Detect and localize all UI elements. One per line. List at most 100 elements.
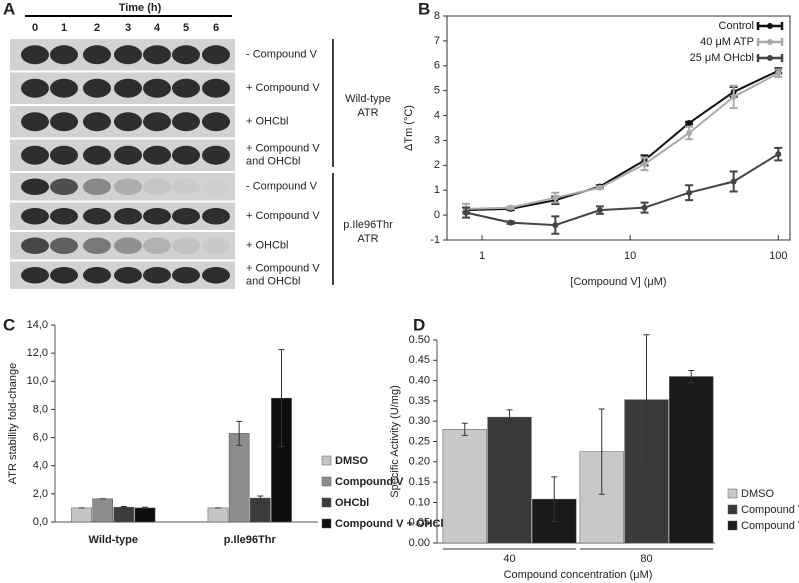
blot-band xyxy=(172,179,200,196)
y-tick-label: 0,0 xyxy=(33,516,48,528)
y-axis-label: ATR stability fold-change xyxy=(7,363,19,484)
legend-label: 25 μM OHcbl xyxy=(690,52,754,64)
blot-band xyxy=(50,237,78,254)
row-label: + Compound V xyxy=(246,143,320,155)
lane-label: 4 xyxy=(154,22,161,34)
point xyxy=(730,93,737,100)
bar xyxy=(250,497,271,523)
blot-band xyxy=(114,178,142,195)
blot-band xyxy=(83,112,111,132)
blot-band xyxy=(21,178,49,195)
y-tick-label: 8,0 xyxy=(33,403,48,415)
point xyxy=(507,219,514,226)
blot-band xyxy=(143,112,171,132)
blot-band xyxy=(143,45,171,65)
legend-label: Compound V xyxy=(335,476,404,488)
legend-swatch xyxy=(727,520,738,531)
x-tick-label: 100 xyxy=(769,250,787,262)
blot-band xyxy=(202,208,230,225)
point xyxy=(552,222,559,229)
x-tick-label: 1 xyxy=(479,250,485,262)
blot-band xyxy=(143,267,171,284)
panel-label: A xyxy=(3,0,15,18)
lane-label: 3 xyxy=(125,22,131,34)
blot-band xyxy=(21,267,49,284)
bar xyxy=(228,433,250,523)
blot-band xyxy=(172,78,200,98)
blot-band xyxy=(172,145,200,165)
legend-swatch xyxy=(727,504,738,515)
y-tick-label: 0.45 xyxy=(409,354,430,366)
error-bar xyxy=(688,369,695,384)
y-tick-label: -1 xyxy=(430,234,440,246)
row-label: + OHCbl xyxy=(246,240,289,252)
blot-band xyxy=(50,267,78,284)
blot-band xyxy=(202,237,230,254)
point xyxy=(730,178,737,185)
x-tick-label: p.Ile96Thr xyxy=(224,534,277,546)
x-tick-label: Wild-type xyxy=(89,534,138,546)
error-bar xyxy=(236,420,243,446)
error-bar xyxy=(120,506,127,509)
bar xyxy=(92,498,113,523)
x-axis-label: [Compound V] (μM) xyxy=(570,276,666,288)
blot-band xyxy=(50,45,78,65)
blot-band xyxy=(143,78,171,98)
time-label: Time (h) xyxy=(119,2,162,14)
point xyxy=(775,70,782,77)
legend-dot xyxy=(767,39,773,45)
blot-band xyxy=(21,237,49,254)
bar xyxy=(487,416,532,544)
legend-label: Compound VI xyxy=(741,520,799,532)
legend-label: Compound V + OHCbl xyxy=(335,518,450,530)
blot-band xyxy=(114,78,142,98)
blot-band xyxy=(114,267,142,284)
legend-swatch xyxy=(727,488,738,499)
lane-label: 0 xyxy=(32,22,38,34)
series-line xyxy=(466,72,779,210)
blot-band xyxy=(50,208,78,225)
blot-band xyxy=(83,45,111,65)
error-bar xyxy=(551,476,558,522)
point xyxy=(686,129,693,136)
y-tick-label: 0.05 xyxy=(409,517,430,529)
row-label: - Compound V xyxy=(246,49,318,61)
blot-band xyxy=(202,267,230,284)
blot-band xyxy=(172,208,200,225)
point xyxy=(686,120,693,127)
blot-band xyxy=(143,145,171,165)
y-axis-label: Specific Activity (U/mg) xyxy=(389,385,401,497)
blot-band xyxy=(143,178,171,195)
legend-swatch xyxy=(321,476,332,487)
blot-band xyxy=(172,267,200,284)
y-tick-label: 0.35 xyxy=(409,395,430,407)
point xyxy=(507,204,514,211)
error-bar xyxy=(506,409,513,425)
blot-band xyxy=(114,112,142,132)
bar xyxy=(442,429,487,544)
blot-band xyxy=(21,208,49,225)
blot-band xyxy=(50,178,78,195)
bar xyxy=(669,376,714,544)
point xyxy=(596,184,603,191)
legend-swatch xyxy=(321,455,332,466)
blot-band xyxy=(83,267,111,284)
y-tick-label: 0.50 xyxy=(409,334,430,346)
blot-band xyxy=(202,78,230,98)
blot-band xyxy=(202,179,230,196)
point xyxy=(775,151,782,158)
legend-label: Compound V xyxy=(741,504,799,516)
bar xyxy=(113,506,135,523)
blot-band xyxy=(83,237,111,254)
blot-band xyxy=(50,78,78,98)
y-tick-label: 7 xyxy=(434,35,440,47)
blot-band xyxy=(143,208,171,225)
point xyxy=(552,194,559,201)
y-tick-label: 10,0 xyxy=(27,375,48,387)
row-label: and OHCbl xyxy=(246,156,300,168)
blot-band xyxy=(83,178,111,195)
y-tick-label: 0.40 xyxy=(409,375,430,387)
y-tick-label: 0.30 xyxy=(409,415,430,427)
bar xyxy=(71,507,92,523)
